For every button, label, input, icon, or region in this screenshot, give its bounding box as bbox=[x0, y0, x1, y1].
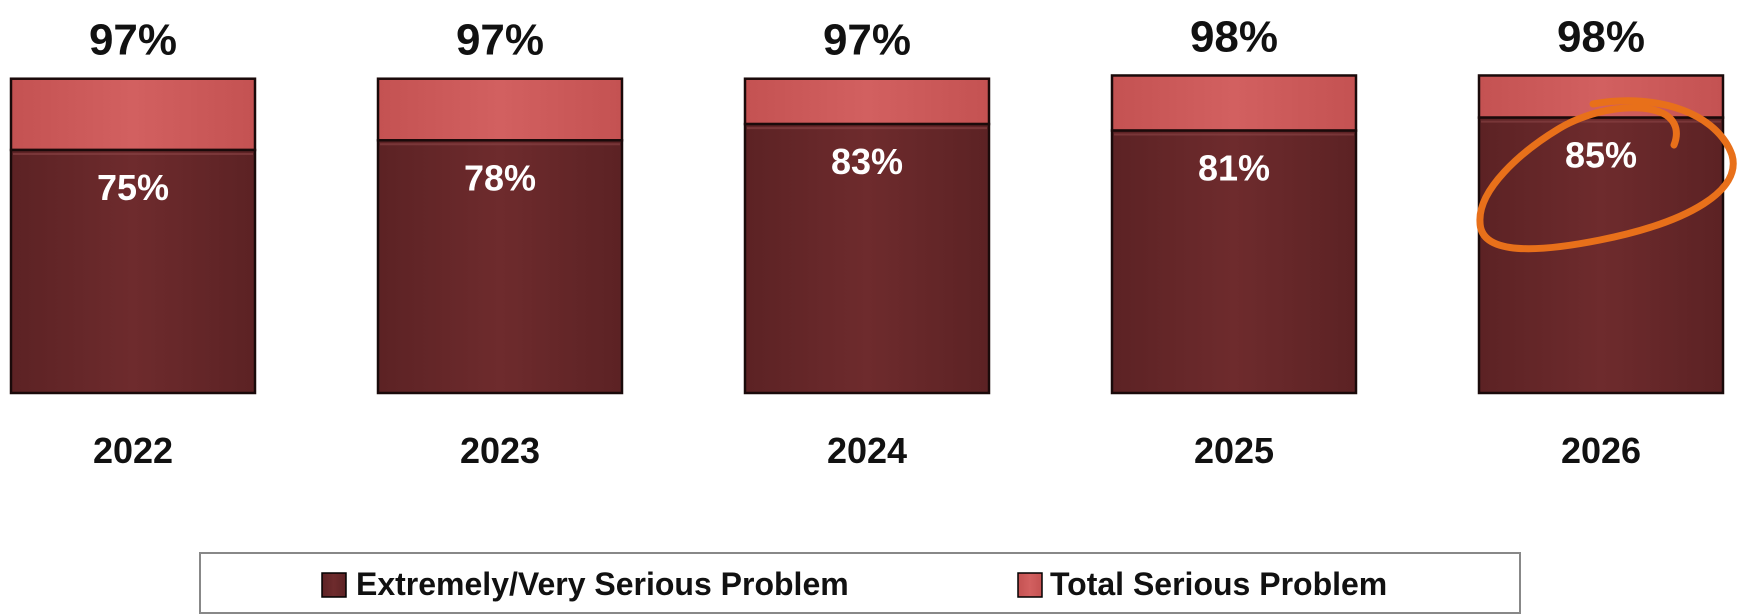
data-label-total-2026: 98% bbox=[1557, 12, 1645, 61]
legend-box bbox=[199, 552, 1521, 614]
bar-extremely-very-2025 bbox=[1110, 129, 1358, 395]
x-tick-label-2024: 2024 bbox=[827, 430, 907, 471]
bar-extremely-very-2024 bbox=[743, 122, 991, 395]
x-tick-label-2023: 2023 bbox=[460, 430, 540, 471]
data-label-total-2023: 97% bbox=[456, 16, 544, 65]
bar-extremely-very-2022 bbox=[9, 148, 257, 395]
bar-total-2025 bbox=[1110, 74, 1358, 132]
bar-total-2022 bbox=[9, 77, 257, 152]
data-label-total-2025: 98% bbox=[1190, 12, 1278, 61]
bar-extremely-very-2026 bbox=[1477, 116, 1725, 395]
annotation-circle-stroke bbox=[1476, 97, 1737, 253]
labels-layer: 97% 75% 2022 97% 78% 2023 97% 83% 2024 98% 81% 2025… bbox=[89, 12, 1645, 471]
annotation-circle bbox=[1476, 97, 1737, 253]
bar-extremely-very-2023 bbox=[376, 139, 624, 395]
bar-total-2024 bbox=[743, 77, 991, 126]
data-label-total-2022: 97% bbox=[89, 16, 177, 65]
data-label-inner-2025: 81% bbox=[1198, 148, 1270, 189]
legend: Extremely/Very Serious Problem Total Ser… bbox=[199, 552, 1521, 614]
legend-swatch-extremely-very bbox=[321, 572, 347, 598]
legend-swatch-total bbox=[1017, 572, 1043, 598]
bars-layer bbox=[9, 74, 1725, 395]
x-tick-label-2022: 2022 bbox=[93, 430, 173, 471]
data-label-inner-2024: 83% bbox=[831, 141, 903, 182]
data-label-inner-2026: 85% bbox=[1565, 135, 1637, 176]
data-label-total-2024: 97% bbox=[823, 16, 911, 65]
x-tick-label-2026: 2026 bbox=[1561, 430, 1641, 471]
bar-total-2023 bbox=[376, 77, 624, 142]
data-label-inner-2023: 78% bbox=[464, 157, 536, 198]
data-label-inner-2022: 75% bbox=[97, 167, 169, 208]
legend-label-extremely-very: Extremely/Very Serious Problem bbox=[356, 566, 849, 602]
x-tick-label-2025: 2025 bbox=[1194, 430, 1274, 471]
legend-label-total: Total Serious Problem bbox=[1050, 566, 1387, 602]
